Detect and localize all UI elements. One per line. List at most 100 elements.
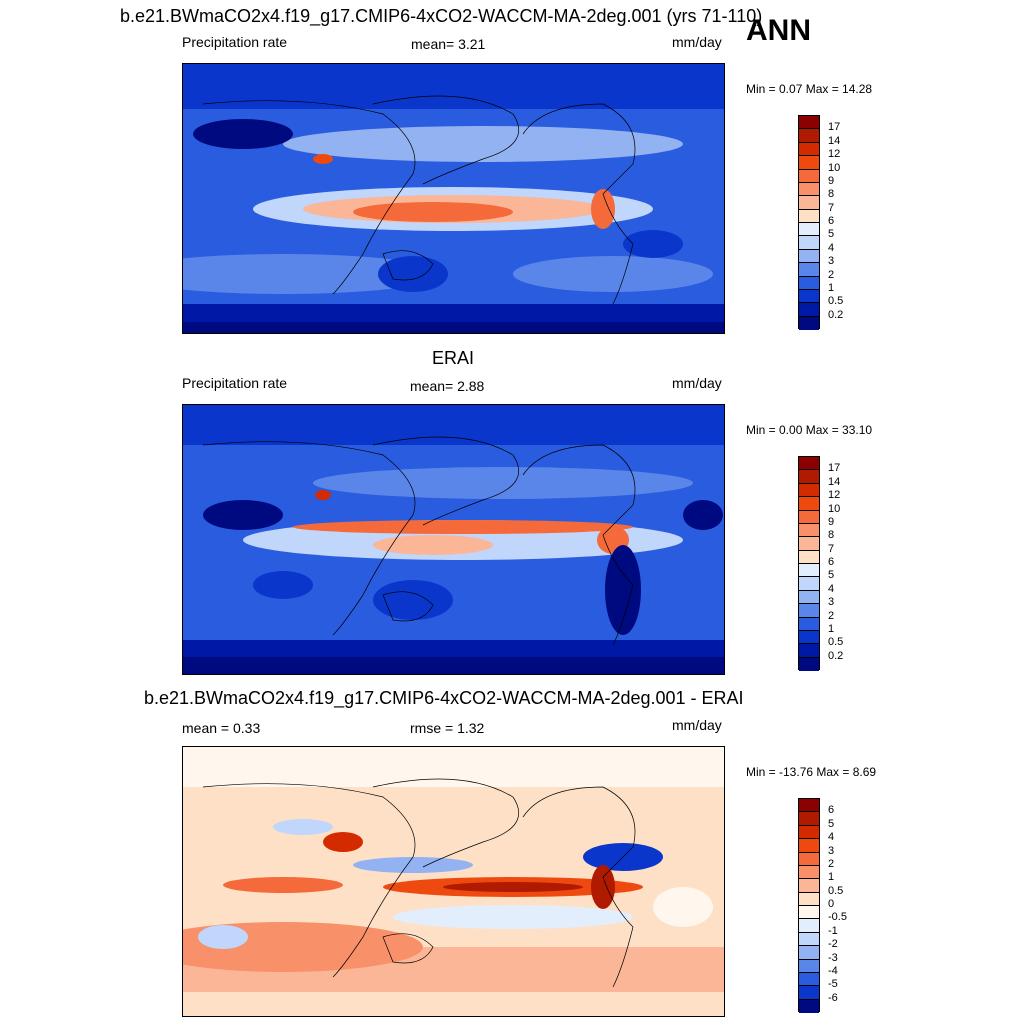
colorbar-tick-label: 9 [828,174,835,187]
colorbar-segment [799,289,819,304]
colorbar-segment [799,630,819,645]
colorbar-segment [799,906,819,920]
panel2-title: ERAI [432,348,475,368]
colorbar-tick-label: 4 [828,831,835,844]
colorbar-segment [799,156,819,170]
colorbar-tick-label: 10 [828,502,841,515]
colorbar-segment [799,839,819,853]
panel1-title: b.e21.BWmaCO2x4.f19_g17.CMIP6-4xCO2-WACC… [120,6,763,26]
colorbar-tick-label: 9 [828,515,835,528]
colorbar-segment [799,986,819,1000]
colorbar-tick-label: 5 [828,817,835,830]
colorbar-tick-label: 0.2 [828,649,844,662]
colorbar-tick-label: 4 [828,241,835,254]
panel2-mean: mean= 2.88 [410,378,485,394]
colorbar-tick-label: -5 [828,978,838,991]
colorbar-segment [799,799,819,813]
panel1-colorbar [798,115,820,330]
panel1-minmax: Min = 0.07 Max = 14.28 [746,82,873,96]
colorbar-segment [799,209,819,223]
panel2-units: mm/day [672,375,722,391]
colorbar-tick-label: 3 [828,596,835,609]
colorbar-tick-label: 7 [828,201,835,214]
panel3-mean: mean = 0.33 [182,720,261,736]
colorbar-tick-label: -1 [828,924,838,937]
colorbar-tick-label: 17 [828,462,841,475]
panel1-units: mm/day [672,34,722,50]
colorbar-tick-label: 17 [828,121,841,134]
colorbar-segment [799,457,819,471]
colorbar-tick-label: 12 [828,489,841,502]
colorbar-segment [799,972,819,987]
colorbar-tick-label: 5 [828,228,835,241]
colorbar-segment [799,852,819,866]
panel3-map [182,746,725,1017]
colorbar-tick-label: 3 [828,844,835,857]
colorbar-segment [799,169,819,183]
colorbar-tick-label: 1 [828,281,835,294]
colorbar-tick-label: -6 [828,991,838,1004]
colorbar-segment [799,617,819,631]
colorbar-tick-label: 8 [828,188,835,201]
colorbar-segment [799,510,819,524]
colorbar-tick-label: 6 [828,556,835,568]
panel1-mean: mean= 3.21 [411,36,486,52]
colorbar-segment [799,116,819,130]
panel2-left-label: Precipitation rate [182,375,288,391]
colorbar-segment [799,497,819,511]
colorbar-tick-label: 0.5 [828,884,844,897]
colorbar-tick-label: -0.5 [828,911,847,924]
colorbar-segment [799,263,819,277]
colorbar-segment [799,276,819,290]
colorbar-segment [799,657,819,671]
colorbar-segment [799,470,819,484]
colorbar-segment [799,946,819,960]
colorbar-tick-label: 0 [828,898,835,910]
panel3-title: b.e21.BWmaCO2x4.f19_g17.CMIP6-4xCO2-WACC… [144,688,744,708]
colorbar-segment [799,236,819,250]
colorbar-segment [799,316,819,330]
colorbar-tick-label: 2 [828,268,835,281]
colorbar-segment [799,196,819,210]
colorbar-segment [799,577,819,591]
panel2-colorbar [798,456,820,671]
panel3-minmax: Min = -13.76 Max = 8.69 [746,765,877,779]
colorbar-tick-label: 6 [828,215,835,227]
colorbar-segment [799,879,819,893]
colorbar-tick-label: 12 [828,148,841,161]
colorbar-tick-label: -4 [828,964,838,977]
colorbar-segment [799,604,819,618]
colorbar-tick-label: -2 [828,938,838,951]
panel1-map [182,63,725,334]
colorbar-tick-label: 1 [828,871,835,884]
colorbar-tick-label: 14 [828,134,841,147]
colorbar-segment [799,182,819,197]
colorbar-tick-label: 6 [828,804,835,817]
colorbar-tick-label: 0.2 [828,308,844,321]
colorbar-segment [799,523,819,538]
colorbar-segment [799,142,819,157]
colorbar-segment [799,590,819,605]
colorbar-tick-label: 10 [828,161,841,174]
colorbar-tick-label: 5 [828,569,835,582]
colorbar-segment [799,644,819,658]
colorbar-segment [799,825,819,840]
colorbar-tick-label: -3 [828,951,838,964]
panel3-units: mm/day [672,717,722,733]
colorbar-tick-label: 2 [828,857,835,870]
colorbar-segment [799,550,819,564]
colorbar-segment [799,129,819,143]
panel1-left-label: Precipitation rate [182,34,288,50]
colorbar-tick-label: 2 [828,609,835,622]
colorbar-segment [799,303,819,317]
colorbar-segment [799,892,819,906]
season-label: ANN [746,14,811,47]
colorbar-tick-label: 7 [828,542,835,555]
colorbar-segment [799,999,819,1013]
colorbar-tick-label: 0.5 [828,636,844,649]
panel3-rmse: rmse = 1.32 [410,720,485,736]
colorbar-tick-label: 8 [828,529,835,542]
colorbar-segment [799,865,819,880]
panel3-colorbar [798,798,820,1013]
colorbar-segment [799,919,819,933]
